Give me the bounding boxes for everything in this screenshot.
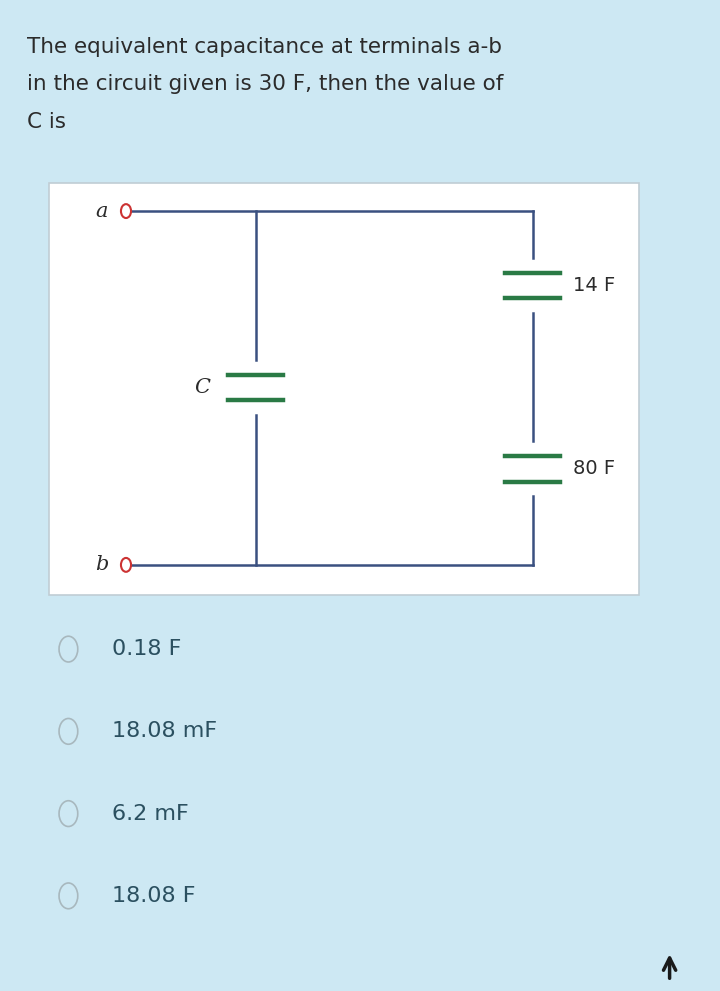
Circle shape [59,718,78,744]
Text: 18.08 F: 18.08 F [112,886,195,906]
Text: 80 F: 80 F [573,459,616,479]
Circle shape [59,883,78,909]
Text: a: a [96,201,108,221]
Circle shape [59,636,78,662]
Text: The equivalent capacitance at terminals a-b: The equivalent capacitance at terminals … [27,37,503,56]
Text: 14 F: 14 F [573,275,616,295]
FancyBboxPatch shape [49,183,639,595]
Text: C is: C is [27,112,66,132]
Text: 0.18 F: 0.18 F [112,639,181,659]
Text: C: C [194,378,210,397]
Circle shape [59,801,78,826]
Text: in the circuit given is 30 F, then the value of: in the circuit given is 30 F, then the v… [27,74,504,94]
Text: 18.08 mF: 18.08 mF [112,721,217,741]
Text: b: b [94,555,108,575]
Text: 6.2 mF: 6.2 mF [112,804,189,824]
